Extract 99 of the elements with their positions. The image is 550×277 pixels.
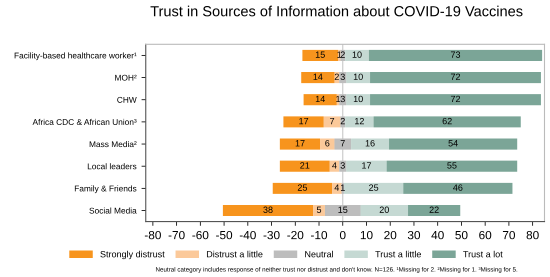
data-label: 10 [352, 51, 362, 58]
x-tick-label: 10 [360, 230, 373, 240]
x-tick-label: 30 [408, 230, 420, 240]
data-label: 1 [340, 184, 345, 191]
data-label: 12 [355, 118, 364, 124]
x-tick-label: -30 [264, 230, 280, 240]
y-tick-label: Social Media [89, 208, 137, 214]
y-tick-label: Local leaders [88, 163, 136, 170]
data-label: 38 [263, 206, 273, 213]
data-label: 3 [340, 162, 345, 169]
x-tick-label: 40 [431, 230, 444, 240]
bar [408, 204, 460, 216]
x-tick-label: -50 [216, 230, 232, 240]
legend-label: Trust a little [375, 250, 421, 258]
data-label: 25 [298, 184, 308, 191]
x-tick-label: 70 [502, 230, 515, 240]
bar [403, 182, 512, 194]
chart-title: Trust in Sources of Information about COVID-19 Vaccines [150, 6, 523, 16]
bar [345, 50, 369, 61]
data-label: 3 [340, 74, 345, 80]
legend-label: Distrust a little [206, 250, 263, 258]
bar [345, 116, 374, 128]
bar [374, 116, 521, 128]
x-tick-label: -20 [287, 230, 304, 240]
bar [302, 50, 338, 61]
bar [280, 160, 330, 172]
bar [280, 138, 320, 150]
y-tick-label: MOH² [115, 74, 137, 81]
x-tick-label: 50 [455, 230, 468, 240]
bar [346, 72, 370, 84]
data-label: 62 [442, 118, 452, 124]
data-label: 21 [300, 162, 310, 169]
data-label: 10 [354, 96, 363, 102]
bar [332, 182, 342, 194]
bar [222, 204, 314, 216]
x-tick-label: 20 [384, 230, 396, 240]
data-label: 15 [338, 206, 348, 213]
bar [389, 138, 518, 150]
bar [301, 72, 334, 84]
bar [304, 94, 337, 106]
bar [283, 116, 324, 128]
x-tick-label: -70 [168, 230, 185, 240]
x-tick-label: -40 [240, 230, 256, 240]
data-label: 17 [296, 140, 305, 146]
x-tick-label: -60 [192, 230, 208, 240]
y-tick-label: Facility-based healthcare worker¹ [14, 52, 137, 60]
data-label: 4 [334, 184, 340, 191]
bar [360, 204, 408, 216]
legend-label: Trust a lot [463, 250, 503, 258]
x-tick-label: -80 [144, 230, 161, 240]
legend-label: Neutral [305, 250, 333, 258]
data-label: 14 [316, 96, 325, 102]
bar [346, 160, 387, 172]
data-label: 17 [362, 162, 372, 169]
bar [386, 160, 518, 172]
data-label: 16 [366, 140, 375, 146]
data-label: 46 [453, 184, 462, 191]
x-tick-label: -10 [311, 230, 328, 240]
data-label: 14 [314, 74, 323, 80]
data-label: 17 [299, 118, 308, 124]
bar [320, 138, 334, 150]
data-label: 10 [354, 74, 363, 80]
bar [344, 182, 404, 194]
y-tick-label: Mass Media² [90, 141, 137, 148]
data-label: 1 [336, 96, 340, 102]
x-tick-label: 0 [340, 230, 346, 240]
x-tick-label: 80 [526, 230, 539, 240]
bar [351, 138, 390, 150]
bar [370, 94, 541, 106]
data-label: 7 [330, 118, 334, 124]
data-label: 4 [332, 162, 337, 169]
data-label: 20 [380, 206, 389, 213]
bar [324, 116, 340, 128]
data-label: 5 [316, 206, 322, 213]
data-label: 2 [340, 118, 345, 124]
data-label: 22 [430, 206, 439, 213]
data-label: 72 [450, 74, 460, 80]
bar [368, 50, 542, 61]
bar [346, 94, 370, 106]
data-label: 55 [447, 162, 457, 169]
bar [272, 182, 332, 194]
bar [370, 72, 541, 84]
data-label: 72 [450, 96, 460, 102]
bar [313, 204, 325, 216]
y-tick-label: Family & Friends [74, 185, 136, 194]
data-label: 25 [369, 184, 378, 191]
data-label: 1 [337, 52, 342, 58]
data-label: 73 [450, 51, 460, 58]
data-label: 3 [340, 96, 345, 102]
data-label: 6 [325, 140, 330, 146]
legend-label: Strongly distrust [100, 250, 165, 260]
data-label: 15 [316, 52, 325, 58]
data-label: 2 [340, 51, 345, 58]
data-label: 2 [334, 74, 339, 80]
x-tick-label: 60 [479, 230, 492, 240]
y-tick-label: Africa CDC & African Union³ [32, 118, 137, 125]
data-label: 7 [340, 140, 345, 146]
y-tick-label: CHW [117, 96, 137, 103]
data-label: 54 [448, 140, 458, 146]
